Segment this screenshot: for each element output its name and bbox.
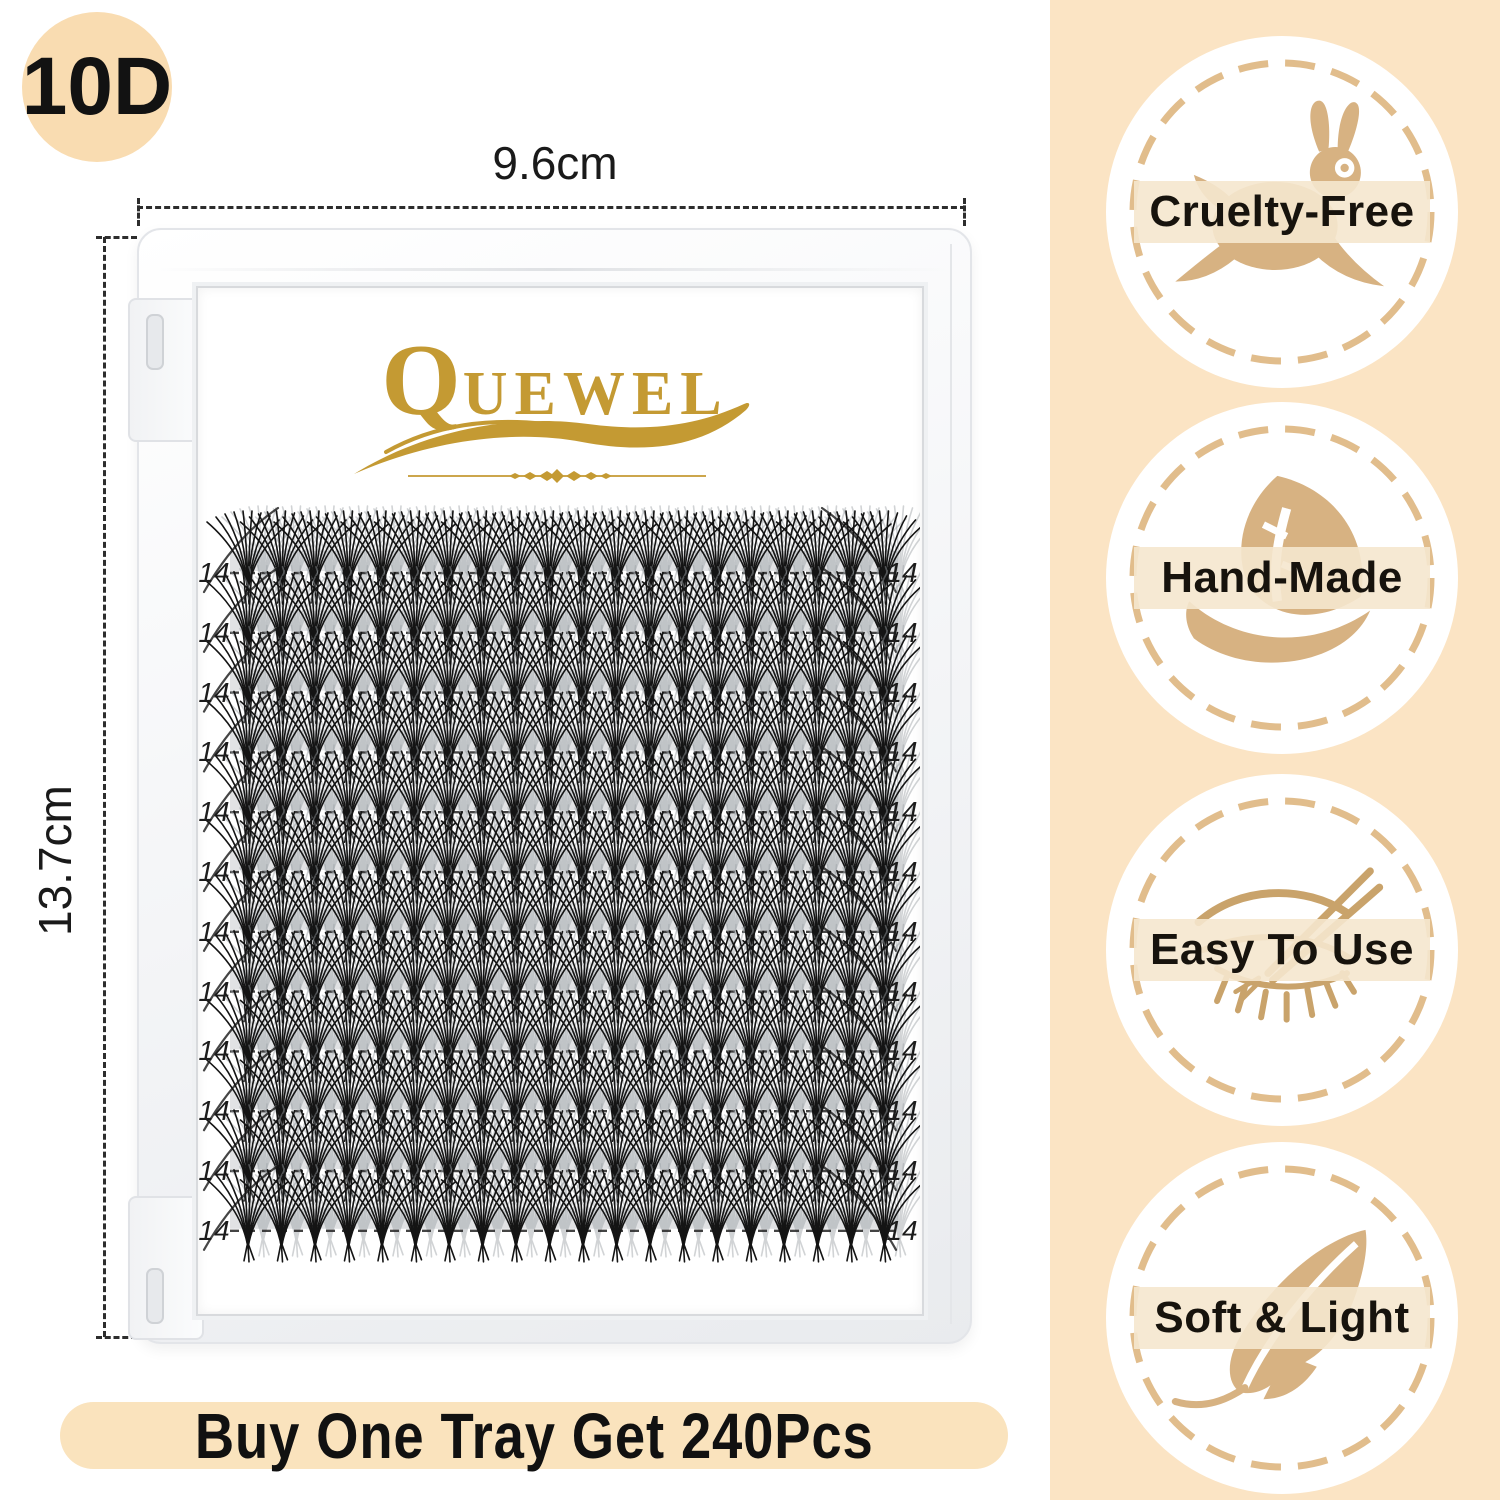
row-size-label-right: 14 xyxy=(886,1095,918,1126)
row-size-label-left: 14 xyxy=(198,617,230,648)
tray-lid-seam xyxy=(950,244,952,1324)
dashed-ring-icon xyxy=(1129,59,1435,365)
badge-band xyxy=(1134,919,1430,981)
row-size-label-left: 14 xyxy=(198,856,230,887)
width-dimension-label: 9.6cm xyxy=(492,137,618,189)
row-size-label-left: 14 xyxy=(198,916,230,947)
row-size-label-left: 14 xyxy=(198,1215,230,1246)
height-dimension-line xyxy=(103,237,106,1337)
lash-row xyxy=(202,1163,920,1263)
row-size-label-right: 14 xyxy=(886,796,918,827)
row-size-label-right: 14 xyxy=(886,557,918,588)
feature-badge-easy-to-use: Easy To Use xyxy=(1106,774,1458,1126)
lash-tray-svg xyxy=(202,505,920,1263)
row-size-label-left: 14 xyxy=(198,976,230,1007)
feature-badge-cruelty-free: Cruelty-Free xyxy=(1106,36,1458,388)
row-size-label-left: 14 xyxy=(198,1095,230,1126)
row-size-label-left: 14 xyxy=(198,557,230,588)
row-size-label-right: 14 xyxy=(886,736,918,767)
promo-banner: Buy One Tray Get 240Pcs xyxy=(60,1400,1008,1472)
width-dimension-line xyxy=(137,206,966,209)
lash-row xyxy=(202,744,920,845)
dashed-ring-icon xyxy=(1129,797,1435,1103)
row-size-label-left: 14 xyxy=(198,796,230,827)
lash-row xyxy=(202,863,920,964)
badge-band xyxy=(1134,547,1430,609)
hinge-pin xyxy=(146,314,164,370)
row-size-label-right: 14 xyxy=(886,1035,918,1066)
badge-label: Easy To Use xyxy=(1150,925,1414,974)
row-size-label-left: 14 xyxy=(198,677,230,708)
promo-banner-text: Buy One Tray Get 240Pcs xyxy=(194,1399,874,1472)
logo-divider-icon xyxy=(408,469,706,483)
tray-lid-ridge xyxy=(150,268,950,271)
row-size-label-right: 14 xyxy=(886,1215,918,1246)
width-dimension-tick-right xyxy=(963,198,966,226)
height-dimension-cap-bottom xyxy=(96,1336,137,1339)
dimension-style-label: 10D xyxy=(21,41,173,132)
badge-label: Hand-Made xyxy=(1161,553,1403,602)
badge-band xyxy=(1134,1287,1430,1349)
row-size-label-right: 14 xyxy=(886,677,918,708)
row-size-label-left: 14 xyxy=(198,736,230,767)
row-size-label-left: 14 xyxy=(198,1155,230,1186)
lash-row xyxy=(202,624,920,725)
badge-label: Cruelty-Free xyxy=(1149,187,1415,236)
height-dimension-label: 13.7cm xyxy=(29,785,81,937)
row-size-label-right: 14 xyxy=(886,916,918,947)
lash-row xyxy=(202,1103,920,1203)
row-size-label-left: 14 xyxy=(198,1035,230,1066)
dashed-ring-icon xyxy=(1129,1165,1435,1471)
row-size-label-right: 14 xyxy=(886,1155,918,1186)
hinge-pin xyxy=(146,1268,164,1324)
row-size-label-right: 14 xyxy=(886,617,918,648)
dashed-ring-icon xyxy=(1129,425,1435,731)
width-dimension-tick-left xyxy=(137,198,140,226)
tray-hinge-top xyxy=(128,298,204,442)
row-size-label-right: 14 xyxy=(886,856,918,887)
brand-logo-text: QUEWEL xyxy=(381,324,729,437)
row-size-label-right: 14 xyxy=(886,976,918,1007)
badge-label: Soft & Light xyxy=(1154,1293,1410,1342)
dimension-style-badge: 10D xyxy=(22,12,172,162)
logo-swoosh-icon xyxy=(354,402,750,474)
feature-badge-hand-made: Hand-Made xyxy=(1106,402,1458,754)
feature-badge-soft-light: Soft & Light xyxy=(1106,1142,1458,1494)
badge-band xyxy=(1134,181,1430,243)
height-dimension-cap-top xyxy=(96,236,137,239)
